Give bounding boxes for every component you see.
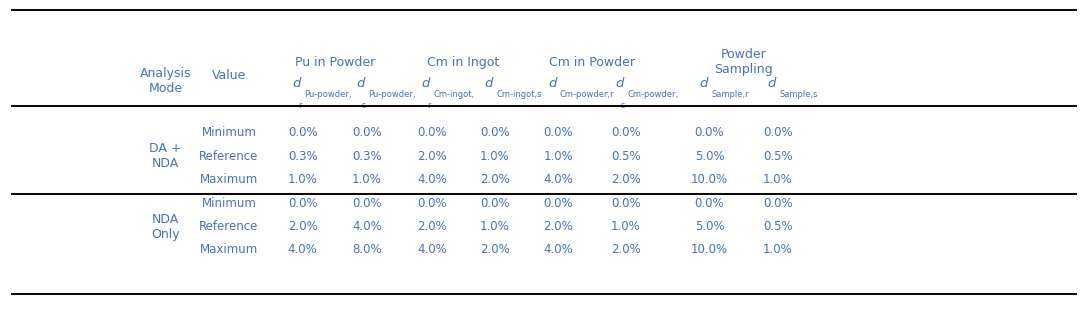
Text: 4.0%: 4.0%: [544, 173, 573, 186]
Text: 0.5%: 0.5%: [763, 149, 792, 163]
Text: 0.5%: 0.5%: [763, 220, 792, 233]
Text: d: d: [357, 77, 364, 90]
Text: s: s: [361, 101, 366, 110]
Text: 0.3%: 0.3%: [353, 149, 382, 163]
Text: 1.0%: 1.0%: [480, 220, 509, 233]
Text: 0.0%: 0.0%: [353, 126, 382, 139]
Text: 1.0%: 1.0%: [480, 149, 509, 163]
Text: Powder
Sampling: Powder Sampling: [715, 48, 772, 76]
Text: 2.0%: 2.0%: [480, 243, 509, 256]
Text: Sample,r: Sample,r: [712, 90, 749, 99]
Text: 8.0%: 8.0%: [353, 243, 382, 256]
Text: Cm-ingot,: Cm-ingot,: [434, 90, 474, 99]
Text: 5.0%: 5.0%: [694, 149, 725, 163]
Text: 0.0%: 0.0%: [763, 197, 792, 210]
Text: 0.0%: 0.0%: [480, 126, 509, 139]
Text: r: r: [298, 101, 301, 110]
Text: 10.0%: 10.0%: [691, 243, 728, 256]
Text: Pu-powder,: Pu-powder,: [369, 90, 416, 99]
Text: 2.0%: 2.0%: [611, 173, 641, 186]
Text: 0.0%: 0.0%: [288, 126, 318, 139]
Text: 2.0%: 2.0%: [544, 220, 573, 233]
Text: Cm-ingot,s: Cm-ingot,s: [496, 90, 542, 99]
Text: r: r: [428, 101, 431, 110]
Text: 1.0%: 1.0%: [544, 149, 573, 163]
Text: 0.0%: 0.0%: [417, 197, 447, 210]
Text: 0.0%: 0.0%: [480, 197, 509, 210]
Text: 1.0%: 1.0%: [353, 173, 382, 186]
Text: Pu-powder,: Pu-powder,: [305, 90, 351, 99]
Text: 0.0%: 0.0%: [694, 126, 725, 139]
Text: 2.0%: 2.0%: [480, 173, 509, 186]
Text: d: d: [548, 77, 556, 90]
Text: 4.0%: 4.0%: [544, 243, 573, 256]
Text: 1.0%: 1.0%: [287, 173, 318, 186]
Text: Minimum: Minimum: [201, 197, 257, 210]
Text: DA +
NDA: DA + NDA: [149, 142, 182, 170]
Text: Analysis
Mode: Analysis Mode: [139, 66, 191, 95]
Text: 4.0%: 4.0%: [353, 220, 382, 233]
Text: 0.0%: 0.0%: [353, 197, 382, 210]
Text: 0.0%: 0.0%: [544, 197, 573, 210]
Text: 1.0%: 1.0%: [611, 220, 641, 233]
Text: 4.0%: 4.0%: [417, 173, 447, 186]
Text: Cm in Powder: Cm in Powder: [549, 56, 635, 69]
Text: 0.0%: 0.0%: [763, 126, 792, 139]
Text: 2.0%: 2.0%: [287, 220, 318, 233]
Text: Reference: Reference: [199, 220, 259, 233]
Text: d: d: [422, 77, 430, 90]
Text: 2.0%: 2.0%: [611, 243, 641, 256]
Text: 0.0%: 0.0%: [611, 126, 641, 139]
Text: 4.0%: 4.0%: [287, 243, 318, 256]
Text: 0.3%: 0.3%: [288, 149, 318, 163]
Text: Maximum: Maximum: [200, 173, 258, 186]
Text: 0.0%: 0.0%: [417, 126, 447, 139]
Text: 0.5%: 0.5%: [611, 149, 641, 163]
Text: Value: Value: [212, 70, 246, 82]
Text: 0.0%: 0.0%: [544, 126, 573, 139]
Text: d: d: [484, 77, 493, 90]
Text: s: s: [620, 101, 625, 110]
Text: Pu in Powder: Pu in Powder: [295, 56, 375, 69]
Text: 0.0%: 0.0%: [694, 197, 725, 210]
Text: Cm-powder,r: Cm-powder,r: [560, 90, 615, 99]
Text: 2.0%: 2.0%: [417, 220, 447, 233]
Text: 5.0%: 5.0%: [694, 220, 725, 233]
Text: Maximum: Maximum: [200, 243, 258, 256]
Text: 2.0%: 2.0%: [417, 149, 447, 163]
Text: Cm-powder,: Cm-powder,: [628, 90, 679, 99]
Text: d: d: [700, 77, 707, 90]
Text: 0.0%: 0.0%: [288, 197, 318, 210]
Text: NDA
Only: NDA Only: [151, 213, 180, 241]
Text: d: d: [767, 77, 776, 90]
Text: Reference: Reference: [199, 149, 259, 163]
Text: d: d: [293, 77, 300, 90]
Text: Cm in Ingot: Cm in Ingot: [428, 56, 499, 69]
Text: Sample,s: Sample,s: [779, 90, 818, 99]
Text: 0.0%: 0.0%: [611, 197, 641, 210]
Text: 1.0%: 1.0%: [763, 243, 792, 256]
Text: 1.0%: 1.0%: [763, 173, 792, 186]
Text: Minimum: Minimum: [201, 126, 257, 139]
Text: 4.0%: 4.0%: [417, 243, 447, 256]
Text: 10.0%: 10.0%: [691, 173, 728, 186]
Text: d: d: [616, 77, 623, 90]
